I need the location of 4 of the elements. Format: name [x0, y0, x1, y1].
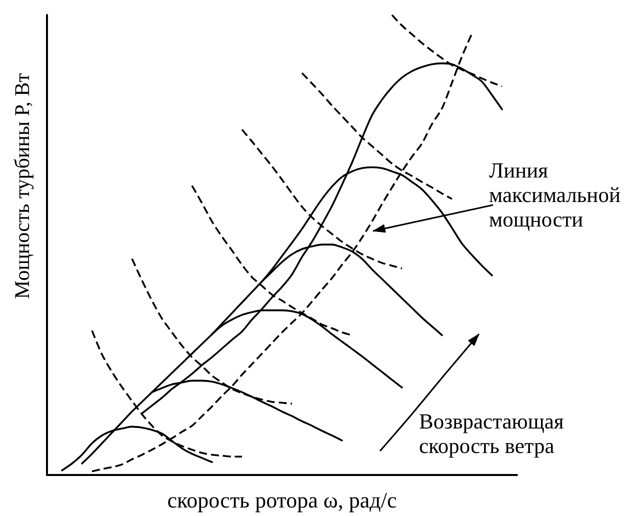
annotation: Возврастающая скорость ветра	[419, 409, 564, 458]
x-axis-title: скорость ротора ω, рад/с	[167, 488, 397, 512]
annotation: Линия максимальной мощности	[489, 158, 620, 232]
y-axis-title: Мощность турбины P, Вт	[10, 73, 34, 299]
